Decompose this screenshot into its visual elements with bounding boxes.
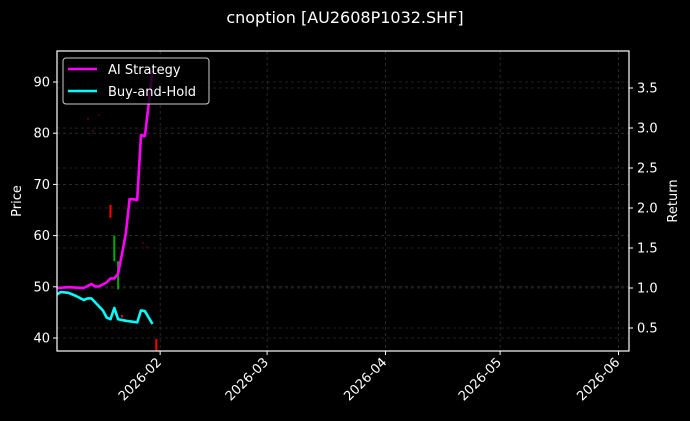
left-axis-tick-label: 40 [33, 332, 50, 347]
x-axis-tick-label: 2026-03 [223, 355, 272, 404]
return-lines [56, 70, 154, 325]
right-axis-tick-label: 3.5 [637, 82, 658, 97]
right-axis-label: Return [666, 179, 681, 222]
legend-label-ai-strategy: AI Strategy [108, 63, 181, 78]
left-axis-label: Price [10, 185, 25, 217]
legend-label-buy-and-hold: Buy-and-Hold [108, 85, 196, 100]
right-axis-tick-label: 2.0 [637, 202, 658, 217]
left-axis-tick-label: 70 [33, 178, 50, 193]
left-axis-tick-label: 60 [33, 229, 50, 244]
right-axis-tick-label: 1.5 [637, 242, 658, 257]
legend: AI Strategy Buy-and-Hold [62, 57, 210, 105]
x-axis-tick-label: 2026-04 [341, 355, 390, 404]
chart-title: cnoption [AU2608P1032.SHF] [226, 8, 464, 27]
x-axis-tick-label: 2026-02 [116, 355, 165, 404]
ai-strategy-line [56, 70, 154, 290]
x-axis-tick-label: 2026-06 [574, 355, 623, 404]
right-axis: 0.5 1.0 1.5 2.0 2.5 3.0 3.5 [629, 82, 658, 337]
right-axis-tick-label: 3.0 [637, 122, 658, 137]
left-axis-tick-label: 80 [33, 127, 50, 142]
x-axis-tick-label: 2026-05 [456, 355, 505, 404]
grid-lines [57, 51, 629, 351]
left-axis-tick-label: 50 [33, 280, 50, 295]
right-axis-tick-label: 2.5 [637, 162, 658, 177]
left-axis-tick-label: 90 [33, 76, 50, 91]
x-axis: 2026-02 2026-03 2026-04 2026-05 2026-06 [116, 351, 623, 404]
right-axis-tick-label: 1.0 [637, 282, 658, 297]
right-axis-tick-label: 0.5 [637, 322, 658, 337]
plot-frame [56, 50, 630, 352]
left-axis: 40 50 60 70 80 90 [33, 76, 57, 347]
buy-and-hold-line [56, 290, 154, 325]
